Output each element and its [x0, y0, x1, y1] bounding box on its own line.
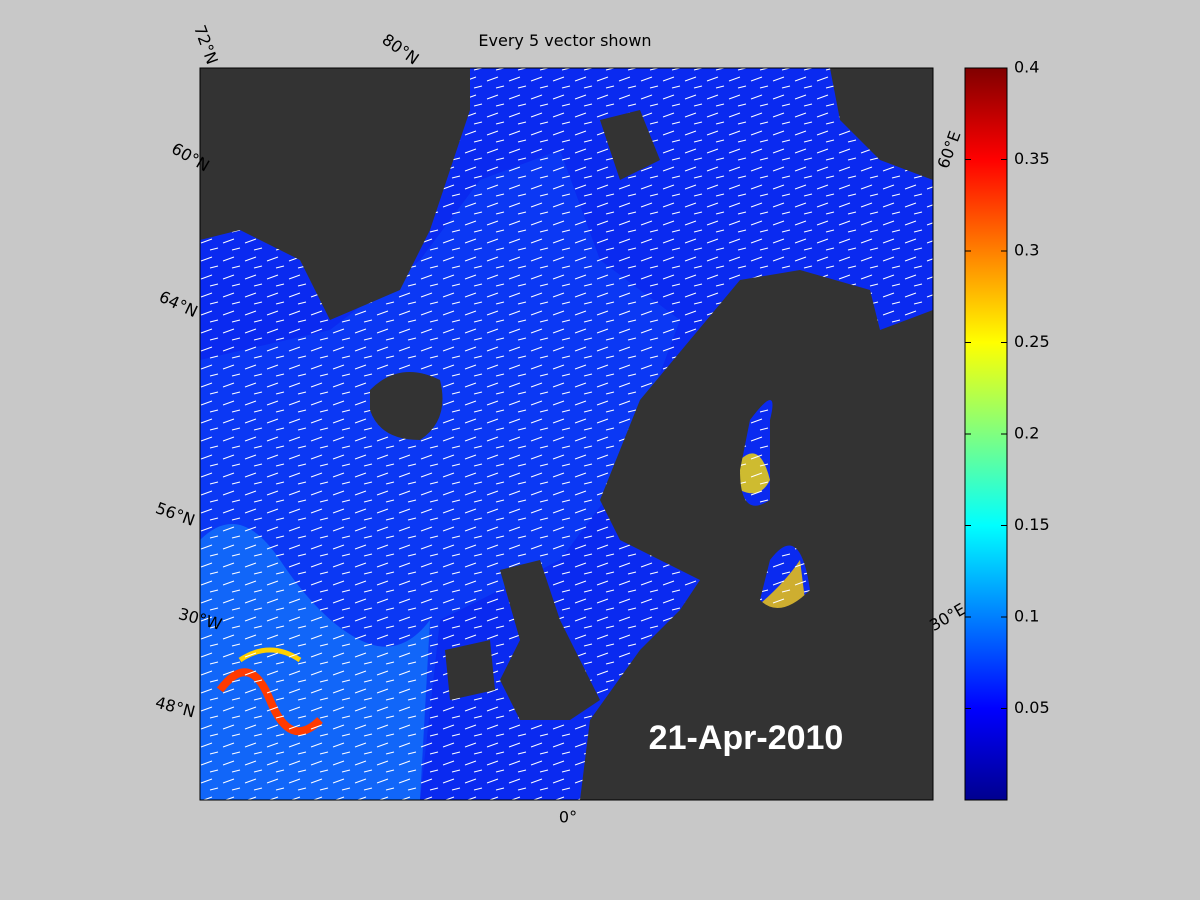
map-frame	[199, 67, 934, 801]
scandinavia-europe	[580, 270, 933, 800]
graticule-label: 72°N	[190, 22, 222, 66]
colorbar	[964, 67, 1008, 801]
graticule-label: 64°N	[156, 287, 201, 321]
ireland	[445, 640, 495, 700]
colorbar-tick-label: 0.4	[1014, 58, 1039, 77]
map	[200, 68, 933, 800]
novaya-zemlya	[830, 68, 933, 180]
svalbard	[600, 110, 660, 180]
colorbar-ticks: 0.05 0.1 0.15 0.2 0.25 0.3 0.35 0.4	[965, 58, 1050, 717]
colorbar-tick-label: 0.05	[1014, 698, 1050, 717]
colorbar-tick-label: 0.35	[1014, 149, 1050, 168]
iceland	[370, 372, 443, 440]
great-britain	[500, 560, 600, 720]
graticule-label: 0°	[559, 808, 577, 827]
graticule-label: 48°N	[153, 693, 197, 722]
date-label: 21-Apr-2010	[649, 719, 844, 757]
colorbar-tick-label: 0.25	[1014, 332, 1050, 351]
graticule-label: 80°N	[379, 30, 423, 69]
colorbar-tick-label: 0.3	[1014, 241, 1039, 260]
greenland	[200, 68, 470, 320]
title: Every 5 vector shown	[478, 31, 651, 50]
colorbar-tick-label: 0.15	[1014, 515, 1050, 534]
graticule-label: 56°N	[153, 498, 197, 530]
colorbar-tick-label: 0.1	[1014, 607, 1039, 626]
graticule-label: 60°E	[934, 128, 965, 171]
colorbar-tick-label: 0.2	[1014, 424, 1039, 443]
